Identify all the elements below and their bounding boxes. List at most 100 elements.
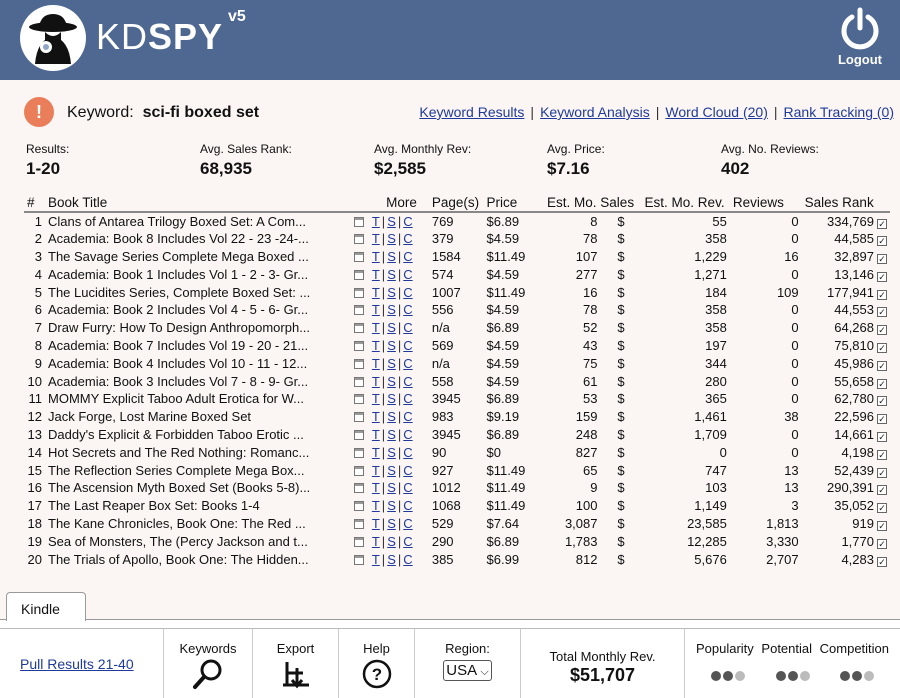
calendar-icon[interactable] <box>353 269 364 280</box>
more-link-t[interactable]: T <box>371 373 380 389</box>
more-link-s[interactable]: S <box>387 373 396 389</box>
calendar-icon[interactable] <box>353 376 364 387</box>
help-button[interactable]: Help ? <box>339 629 415 698</box>
more-link-t[interactable]: T <box>371 355 380 371</box>
calendar-icon[interactable] <box>353 340 364 351</box>
region-select[interactable]: USA ⌵ <box>443 660 492 681</box>
more-link-c[interactable]: C <box>403 302 413 318</box>
book-title[interactable]: The Last Reaper Box Set: Books 1-4 <box>48 498 260 514</box>
more-link-c[interactable]: C <box>403 391 413 407</box>
more-link-s[interactable]: S <box>387 551 396 567</box>
more-link-s[interactable]: S <box>387 213 396 229</box>
tab-kindle[interactable]: Kindle <box>6 592 86 621</box>
more-link-s[interactable]: S <box>387 302 396 318</box>
more-link-c[interactable]: C <box>403 355 413 371</box>
col-rank-header[interactable]: Sales Rank <box>801 194 890 213</box>
calendar-icon[interactable] <box>353 483 364 494</box>
more-link-s[interactable]: S <box>387 248 396 264</box>
book-title[interactable]: Daddy's Explicit & Forbidden Taboo Eroti… <box>48 426 304 442</box>
more-link-s[interactable]: S <box>387 444 396 460</box>
more-link-s[interactable]: S <box>387 355 396 371</box>
book-title[interactable]: The Trials of Apollo, Book One: The Hidd… <box>48 551 309 567</box>
more-link-t[interactable]: T <box>371 480 380 496</box>
calendar-icon[interactable] <box>353 501 364 512</box>
book-title[interactable]: Academia: Book 2 Includes Vol 4 - 5 - 6-… <box>48 302 309 318</box>
calendar-icon[interactable] <box>353 412 364 423</box>
track-checkbox[interactable]: ✓ <box>877 520 887 531</box>
more-link-t[interactable]: T <box>371 266 380 282</box>
calendar-icon[interactable] <box>353 536 364 547</box>
track-checkbox[interactable]: ✓ <box>877 218 887 229</box>
more-link-c[interactable]: C <box>403 409 413 425</box>
book-title[interactable]: Academia: Book 1 Includes Vol 1 - 2 - 3-… <box>48 266 309 282</box>
calendar-icon[interactable] <box>353 216 364 227</box>
potential-dots-icon[interactable] <box>775 668 811 686</box>
more-link-c[interactable]: C <box>403 426 413 442</box>
more-link-t[interactable]: T <box>371 498 380 514</box>
col-sales-header[interactable]: Est. Mo. Sales <box>543 194 642 213</box>
track-checkbox[interactable]: ✓ <box>877 449 887 460</box>
more-link-s[interactable]: S <box>387 337 396 353</box>
calendar-icon[interactable] <box>353 251 364 262</box>
more-link-s[interactable]: S <box>387 498 396 514</box>
track-checkbox[interactable]: ✓ <box>877 556 887 567</box>
more-link-c[interactable]: C <box>403 444 413 460</box>
col-pages-header[interactable]: Page(s) <box>428 194 484 213</box>
more-link-t[interactable]: T <box>371 302 380 318</box>
col-reviews-header[interactable]: Reviews <box>729 194 802 213</box>
more-link-t[interactable]: T <box>371 409 380 425</box>
track-checkbox[interactable]: ✓ <box>877 396 887 407</box>
calendar-icon[interactable] <box>353 358 364 369</box>
book-title[interactable]: MOMMY Explicit Taboo Adult Erotica for W… <box>48 391 305 407</box>
book-title[interactable]: Academia: Book 4 Includes Vol 10 - 11 - … <box>48 355 308 371</box>
calendar-icon[interactable] <box>353 518 364 529</box>
col-title-header[interactable]: Book Title <box>45 194 351 213</box>
book-title[interactable]: Sea of Monsters, The (Percy Jackson and … <box>48 533 308 549</box>
track-checkbox[interactable]: ✓ <box>877 289 887 300</box>
more-link-c[interactable]: C <box>403 337 413 353</box>
book-title[interactable]: The Ascension Myth Boxed Set (Books 5-8)… <box>48 480 311 496</box>
more-link-c[interactable]: C <box>403 498 413 514</box>
more-link-c[interactable]: C <box>403 515 413 531</box>
more-link-c[interactable]: C <box>403 480 413 496</box>
calendar-icon[interactable] <box>353 234 364 245</box>
more-link-t[interactable]: T <box>371 444 380 460</box>
more-link-s[interactable]: S <box>387 266 396 282</box>
more-link-t[interactable]: T <box>371 337 380 353</box>
competition-dots-icon[interactable] <box>839 668 875 686</box>
alert-icon[interactable]: ! <box>24 97 54 127</box>
track-checkbox[interactable]: ✓ <box>877 485 887 496</box>
more-link-t[interactable]: T <box>371 320 380 336</box>
book-title[interactable]: Academia: Book 3 Includes Vol 7 - 8 - 9-… <box>48 373 309 389</box>
more-link-c[interactable]: C <box>403 462 413 478</box>
book-title[interactable]: The Kane Chronicles, Book One: The Red .… <box>48 515 306 531</box>
more-link-c[interactable]: C <box>403 373 413 389</box>
pull-results-link[interactable]: Pull Results 21-40 <box>20 656 134 672</box>
logout-button[interactable]: Logout <box>830 6 890 67</box>
more-link-s[interactable]: S <box>387 533 396 549</box>
book-title[interactable]: Academia: Book 7 Includes Vol 19 - 20 - … <box>48 337 309 353</box>
calendar-icon[interactable] <box>353 554 364 565</box>
more-link-c[interactable]: C <box>403 551 413 567</box>
more-link-s[interactable]: S <box>387 515 396 531</box>
calendar-icon[interactable] <box>353 323 364 334</box>
more-link-s[interactable]: S <box>387 391 396 407</box>
more-link-t[interactable]: T <box>371 391 380 407</box>
book-title[interactable]: The Lucidites Series, Complete Boxed Set… <box>48 284 311 300</box>
more-link-s[interactable]: S <box>387 480 396 496</box>
col-rev-header[interactable]: Est. Mo. Rev. <box>641 194 730 213</box>
track-checkbox[interactable]: ✓ <box>877 342 887 353</box>
keyword-results-link[interactable]: Keyword Results <box>419 104 525 120</box>
more-link-t[interactable]: T <box>371 213 380 229</box>
more-link-s[interactable]: S <box>387 426 396 442</box>
more-link-c[interactable]: C <box>403 213 413 229</box>
calendar-icon[interactable] <box>353 305 364 316</box>
word-cloud-link[interactable]: Word Cloud (20) <box>665 104 768 120</box>
track-checkbox[interactable]: ✓ <box>877 414 887 425</box>
book-title[interactable]: Hot Secrets and The Red Nothing: Romanc.… <box>48 444 310 460</box>
track-checkbox[interactable]: ✓ <box>877 378 887 389</box>
book-title[interactable]: The Reflection Series Complete Mega Box.… <box>48 462 305 478</box>
book-title[interactable]: Clans of Antarea Trilogy Boxed Set: A Co… <box>48 213 306 229</box>
more-link-c[interactable]: C <box>403 248 413 264</box>
more-link-c[interactable]: C <box>403 266 413 282</box>
